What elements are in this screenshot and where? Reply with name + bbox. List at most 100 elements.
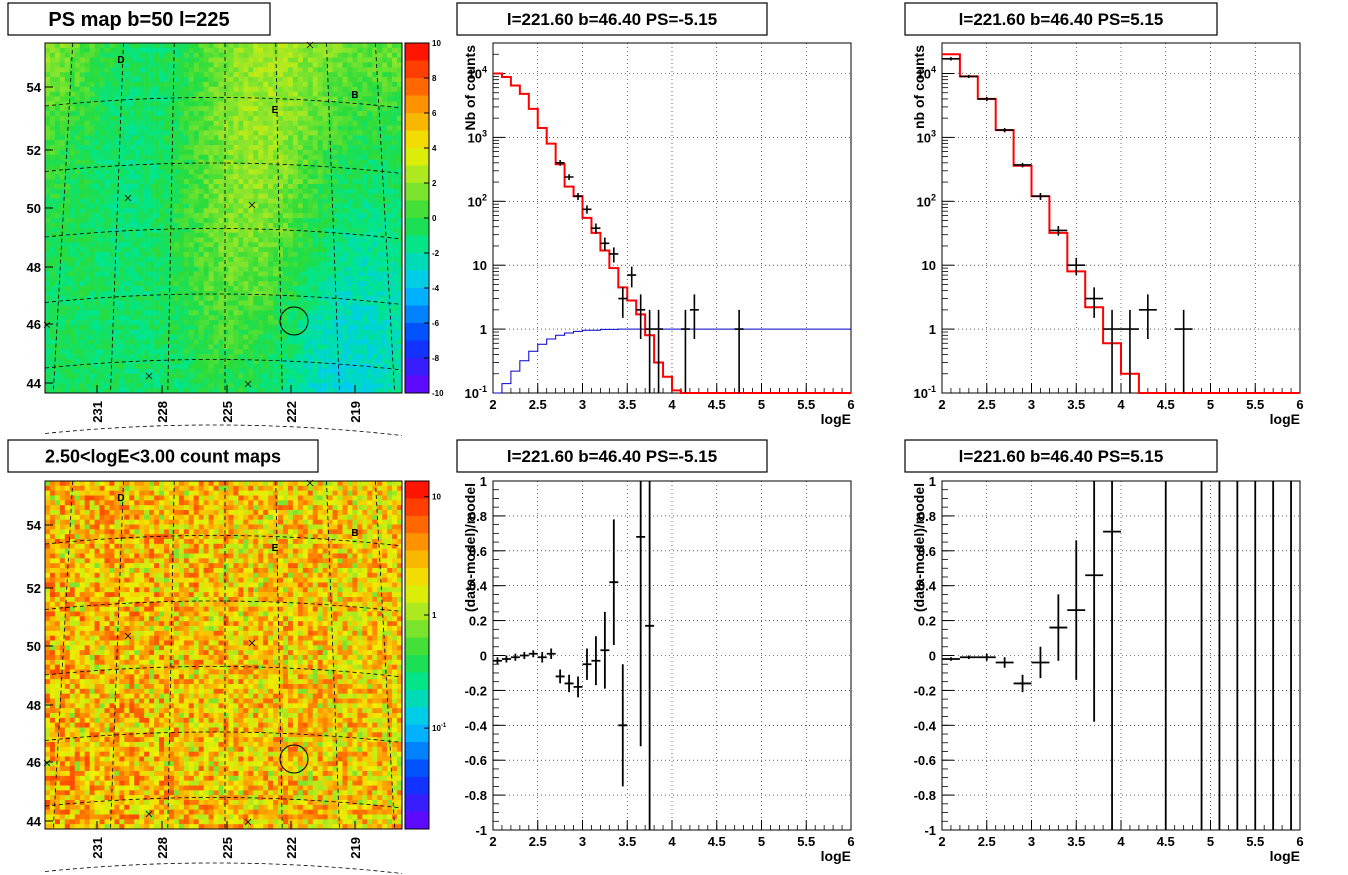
heatmap-cell	[238, 159, 244, 165]
heatmap-cell	[228, 179, 234, 185]
heatmap-cell	[203, 344, 209, 350]
heatmap-cell	[69, 169, 76, 175]
heatmap-cell	[144, 281, 150, 287]
heatmap-cell	[357, 91, 363, 97]
heatmap-cell	[129, 96, 135, 102]
heatmap-cell	[149, 227, 155, 233]
heatmap-cell	[243, 193, 249, 199]
heatmap-cell	[258, 193, 264, 199]
heatmap-cell	[243, 373, 249, 379]
heatmap-cell	[54, 363, 61, 369]
heatmap-cell	[283, 315, 289, 321]
heatmap-cell	[89, 174, 95, 180]
heatmap-cell	[387, 86, 393, 92]
heatmap-cell	[302, 203, 309, 209]
heatmap-cell	[248, 164, 254, 170]
heatmap-cell	[337, 67, 343, 73]
heatmap-cell	[327, 339, 333, 345]
heatmap-cell	[213, 315, 219, 321]
heatmap-cell	[154, 271, 160, 277]
heatmap-cell	[352, 193, 358, 199]
heatmap-cell	[248, 111, 254, 117]
heatmap-cell	[144, 286, 150, 292]
heatmap-cell	[382, 256, 388, 263]
heatmap-cell	[243, 47, 249, 54]
heatmap-cell	[104, 334, 110, 340]
heatmap-cell	[238, 106, 244, 112]
heatmap-cell	[79, 169, 85, 175]
heatmap-cell	[302, 363, 309, 369]
heatmap-cell	[74, 290, 81, 297]
heatmap-cell	[84, 281, 90, 287]
heatmap-cell	[213, 339, 219, 345]
heatmap-cell	[322, 115, 328, 122]
heatmap-cell	[352, 208, 358, 214]
heatmap-cell	[144, 154, 150, 160]
heatmap-cell	[307, 247, 314, 253]
heatmap-cell	[387, 81, 393, 88]
heatmap-cell	[45, 324, 51, 331]
heatmap-cell	[218, 237, 224, 243]
heatmap-cell	[89, 329, 95, 335]
heatmap-cell	[307, 154, 314, 160]
heatmap-cell	[168, 281, 175, 287]
heatmap-cell	[233, 96, 239, 102]
heatmap-cell	[154, 140, 160, 146]
heatmap-cell	[159, 305, 165, 311]
heatmap-cell	[268, 339, 274, 345]
heatmap-cell	[362, 276, 368, 282]
heatmap-cell	[198, 135, 204, 141]
heatmap-cell	[342, 276, 348, 282]
heatmap-cell	[367, 242, 373, 248]
heatmap-cell	[188, 261, 195, 267]
heatmap-cell	[124, 315, 130, 321]
heatmap-cell	[367, 159, 373, 165]
heatmap-cell	[203, 62, 209, 68]
heatmap-cell	[243, 67, 249, 73]
heatmap-cell	[263, 256, 269, 263]
heatmap-cell	[287, 183, 294, 190]
heatmap-cell	[233, 358, 239, 365]
heatmap-cell	[347, 334, 353, 340]
heatmap-cell	[258, 135, 264, 141]
heatmap-cell	[253, 349, 259, 355]
heatmap-cell	[307, 135, 314, 141]
heatmap-cell	[278, 198, 284, 204]
heatmap-cell	[99, 183, 105, 190]
heatmap-cell	[213, 96, 219, 102]
heatmap-cell	[149, 188, 155, 194]
heatmap-cell	[124, 281, 130, 287]
heatmap-cell	[109, 91, 115, 97]
heatmap-cell	[337, 286, 343, 292]
heatmap-cell	[84, 237, 90, 243]
heatmap-cell	[283, 193, 289, 199]
heatmap-cell	[64, 383, 71, 389]
heatmap-cell	[332, 286, 338, 292]
heatmap-cell	[208, 111, 214, 117]
heatmap-cell	[347, 242, 353, 248]
heatmap-cell	[377, 111, 383, 117]
heatmap-cell	[307, 149, 314, 156]
heatmap-cell	[168, 208, 175, 214]
heatmap-cell	[208, 159, 214, 165]
heatmap-cell	[322, 213, 328, 219]
heatmap-cell	[268, 111, 274, 117]
heatmap-cell	[144, 52, 150, 58]
heatmap-cell	[327, 358, 333, 365]
heatmap-cell	[79, 388, 85, 394]
heatmap-cell	[337, 52, 343, 58]
heatmap-cell	[238, 179, 244, 185]
heatmap-cell	[49, 252, 56, 258]
heatmap-cell	[223, 295, 229, 301]
heatmap-cell	[74, 315, 81, 321]
heatmap-cell	[69, 232, 76, 238]
heatmap-cell	[352, 135, 358, 141]
heatmap-cell	[49, 358, 56, 365]
heatmap-cell	[223, 208, 229, 214]
heatmap-cell	[213, 334, 219, 340]
heatmap-cell	[119, 261, 125, 267]
heatmap-cell	[59, 256, 66, 263]
heatmap-cell	[307, 188, 314, 194]
heatmap-cell	[382, 373, 388, 379]
heatmap-cell	[159, 130, 165, 136]
